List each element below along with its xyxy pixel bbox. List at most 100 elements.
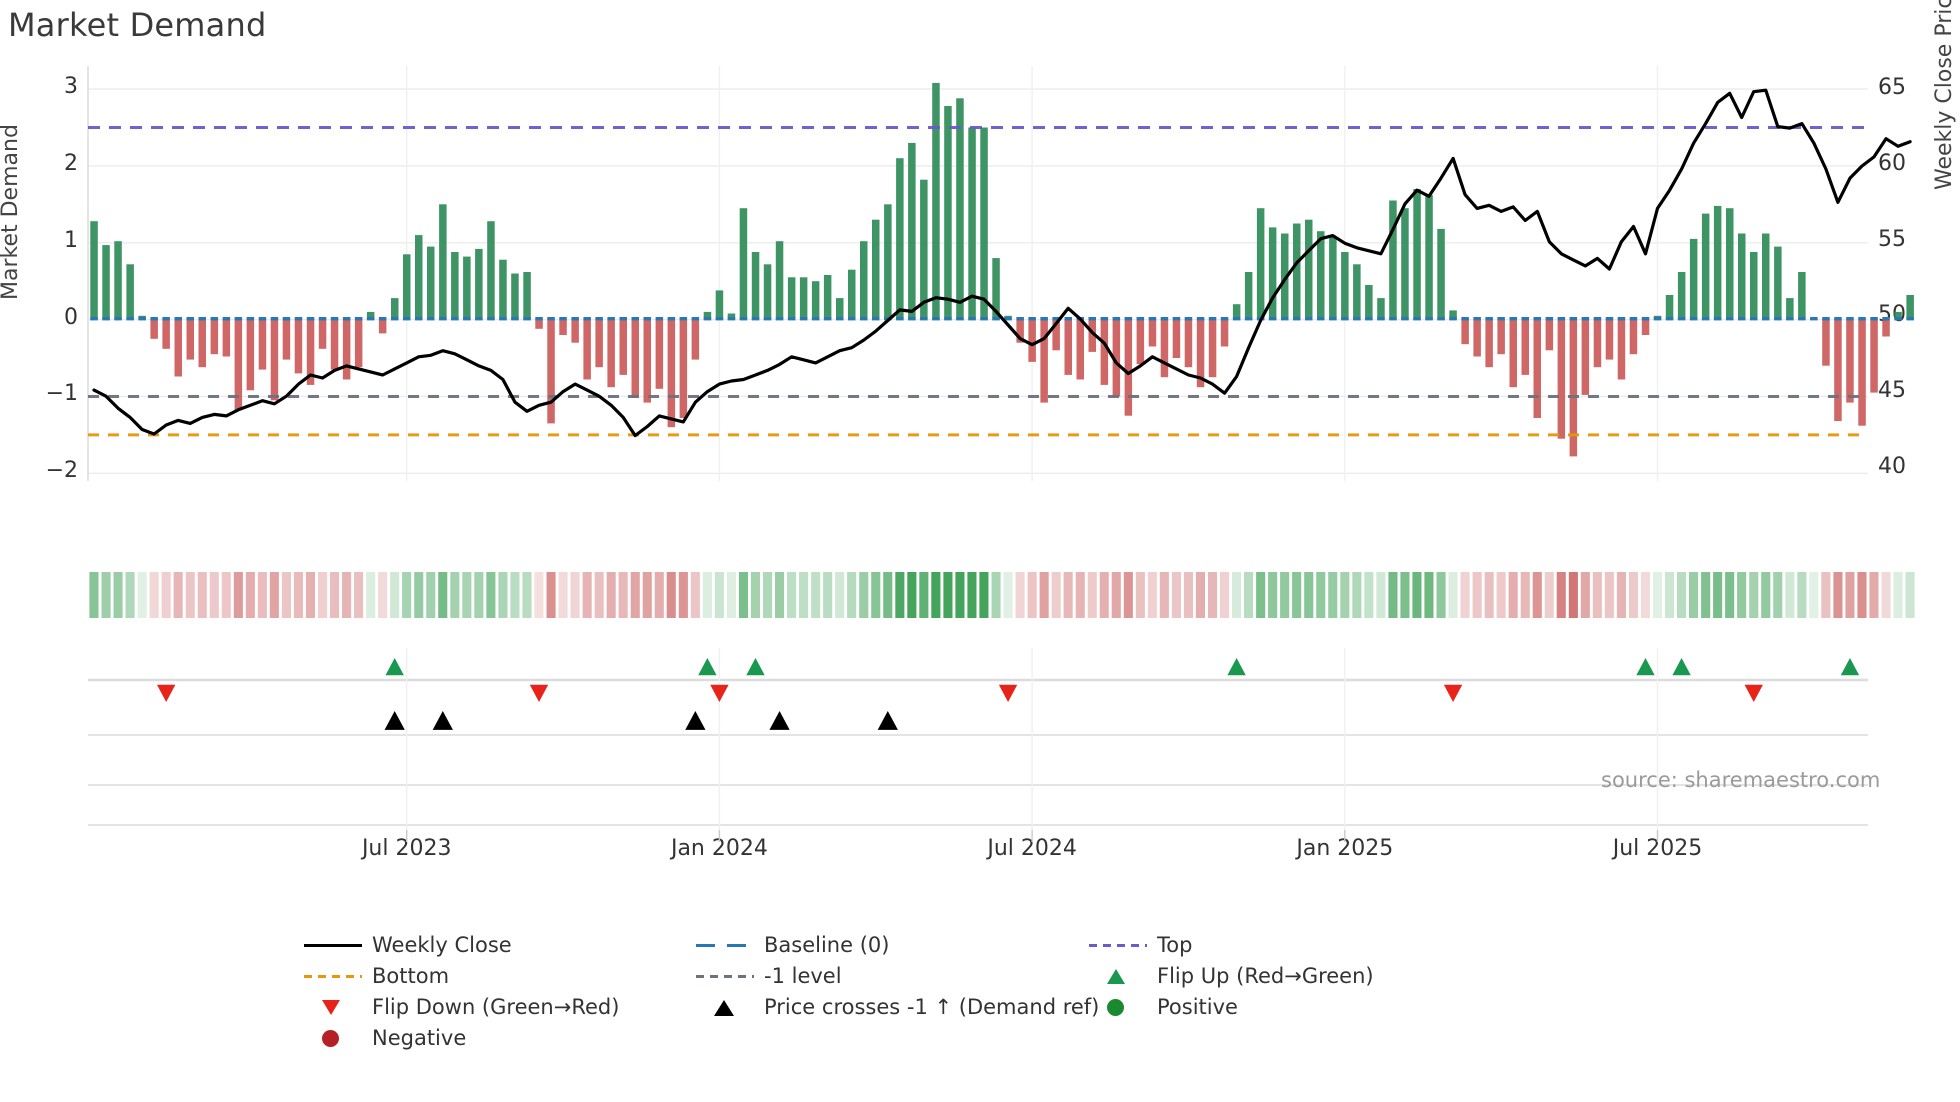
- demand-bar: [186, 319, 194, 360]
- heatmap-cell: [1135, 572, 1145, 618]
- baseline-cap: [1605, 317, 1614, 321]
- heatmap-cell: [799, 572, 809, 618]
- baseline-cap: [1533, 317, 1541, 321]
- demand-bar: [234, 319, 243, 411]
- legend-item-1-level[interactable]: -1 level: [692, 961, 1099, 991]
- heatmap-cell: [462, 572, 472, 618]
- demand-bar: [1305, 219, 1313, 320]
- legend-item-positive[interactable]: Positive: [1085, 992, 1374, 1022]
- heatmap-cell: [1616, 572, 1626, 618]
- demand-bar: [1762, 233, 1770, 320]
- baseline-cap: [138, 317, 146, 321]
- demand-bar: [1437, 228, 1445, 320]
- baseline-cap: [1509, 317, 1517, 321]
- heatmap-cell: [618, 572, 628, 618]
- y-axis-left-tick: 3: [64, 74, 78, 100]
- demand-bar: [1136, 319, 1145, 365]
- demand-bar: [1870, 319, 1878, 393]
- demand-bar: [1461, 319, 1469, 345]
- baseline-cap: [1004, 317, 1012, 321]
- baseline-cap: [1629, 317, 1638, 321]
- demand-bar: [607, 319, 615, 388]
- baseline-cap: [306, 317, 315, 321]
- demand-bar: [1184, 319, 1193, 368]
- legend-swatch: [1085, 992, 1151, 1022]
- demand-bar: [559, 319, 567, 335]
- legend-item-baseline-0[interactable]: Baseline (0): [692, 930, 1099, 960]
- baseline-cap: [342, 317, 351, 321]
- heatmap-cell: [149, 572, 159, 618]
- heatmap-cell: [594, 572, 604, 618]
- legend-swatch: [300, 992, 366, 1022]
- baseline-cap: [1112, 317, 1121, 321]
- heatmap-cell: [582, 572, 592, 618]
- baseline-cap: [234, 317, 243, 321]
- heatmap-cell: [1833, 572, 1843, 618]
- heatmap-cell: [570, 572, 580, 618]
- demand-bar: [354, 319, 363, 368]
- heatmap-cell: [534, 572, 544, 618]
- legend-item-weekly-close[interactable]: Weekly Close: [300, 930, 619, 960]
- weekly-close-line: [92, 88, 1912, 438]
- baseline-cap: [150, 317, 158, 321]
- demand-bar: [1509, 319, 1517, 388]
- baseline-cap: [535, 317, 543, 321]
- baseline-cap: [198, 317, 206, 321]
- heatmap-cell: [1592, 572, 1602, 618]
- flip-up-icon: [1107, 969, 1125, 984]
- heatmap-cell: [811, 572, 821, 618]
- legend-item-bottom[interactable]: Bottom: [300, 961, 619, 991]
- legend-item-top[interactable]: Top: [1085, 930, 1374, 960]
- heatmap-cell: [1388, 572, 1398, 618]
- heatmap-cell: [354, 572, 364, 618]
- baseline-cap: [126, 317, 134, 321]
- baseline-cap: [1786, 317, 1794, 321]
- heatmap-cell: [1556, 572, 1566, 618]
- baseline-cap: [1521, 317, 1529, 321]
- baseline-cap: [980, 317, 988, 321]
- heatmap-cell: [1171, 572, 1181, 618]
- demand-bar: [451, 252, 459, 320]
- demand-bar: [1076, 319, 1084, 380]
- demand-bar: [1581, 319, 1590, 395]
- heatmap-cell: [1352, 572, 1362, 618]
- heatmap-cell: [847, 572, 857, 618]
- baseline-cap: [114, 317, 122, 321]
- demand-bar: [715, 290, 724, 320]
- demand-bar: [1268, 227, 1277, 320]
- baseline-cap: [1148, 317, 1157, 321]
- heatmap-cell: [931, 572, 941, 618]
- baseline-cap: [451, 317, 459, 321]
- heatmap-cell: [823, 572, 833, 618]
- baseline-cap: [823, 317, 832, 321]
- baseline-cap: [1220, 317, 1229, 321]
- heatmap-cell: [450, 572, 460, 618]
- baseline-cap: [1593, 317, 1602, 321]
- demand-bar: [799, 277, 808, 320]
- baseline-cap: [330, 317, 339, 321]
- baseline-cap: [1713, 317, 1722, 321]
- flip-up-marker: [1636, 658, 1655, 676]
- flip-down-marker: [529, 684, 549, 702]
- demand-bar: [848, 269, 856, 320]
- legend-item-negative[interactable]: Negative: [300, 1023, 619, 1053]
- baseline-cap: [1762, 317, 1770, 321]
- y-axis-right-tick: 60: [1878, 150, 1906, 176]
- demand-bar: [1148, 319, 1157, 347]
- heatmap-cell: [1725, 572, 1735, 618]
- demand-bar: [282, 319, 291, 360]
- heatmap-cell: [1701, 572, 1711, 618]
- heatmap-cell: [1821, 572, 1831, 618]
- baseline-cap: [162, 317, 170, 321]
- baseline-cap: [1641, 317, 1650, 321]
- demand-bar: [908, 142, 916, 320]
- heatmap-cell: [979, 572, 989, 618]
- heatmap-cell: [233, 572, 243, 618]
- legend-label: Baseline (0): [764, 933, 890, 957]
- legend-item-price-crosses-1-demand-ref[interactable]: Price crosses -1 ↑ (Demand ref): [692, 992, 1099, 1022]
- legend-item-flip-up-red-green[interactable]: Flip Up (Red→Green): [1085, 961, 1374, 991]
- baseline-cap: [1726, 317, 1734, 321]
- heatmap-cell: [209, 572, 219, 618]
- legend-item-flip-down-green-red[interactable]: Flip Down (Green→Red): [300, 992, 619, 1022]
